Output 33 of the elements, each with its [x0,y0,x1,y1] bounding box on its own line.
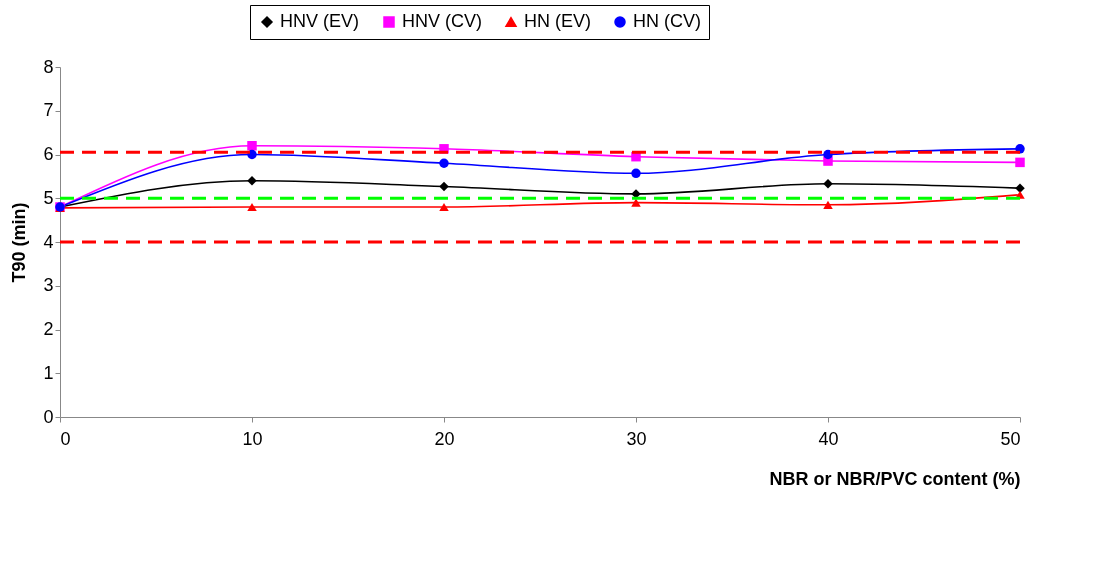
point [247,176,257,186]
y-tick-label: 5 [43,187,54,208]
point [631,168,641,179]
legend-label: HNV (CV) [402,11,482,31]
point [247,141,257,151]
point [247,202,257,212]
y-tick-label: 6 [43,144,54,164]
point [631,198,641,207]
x-tick-label: 20 [434,428,455,449]
y-tick-label: 2 [43,319,54,339]
x-tick-label: 40 [818,428,839,449]
legend-label: HNV (EV) [280,11,360,31]
point [439,158,449,168]
point [1015,157,1025,168]
point [823,200,833,209]
legend-label: HN (EV) [524,11,591,31]
y-tick-label: 3 [43,275,54,296]
y-axis-title: T90 (min) [9,202,30,283]
y-tick-label: 7 [43,100,54,121]
point [247,149,257,160]
y-tick-label: 1 [43,362,54,383]
x-tick-label: 10 [242,428,263,449]
point [439,181,449,192]
x-tick-label: 50 [1000,428,1021,449]
y-tick-label: 8 [43,56,54,77]
y-tick-label: 0 [43,406,54,427]
y-tick-label: 4 [43,231,54,252]
x-tick-label: 0 [60,428,71,449]
point [823,149,833,160]
x-axis-title: NBR or NBR/PVC content (%) [769,468,1021,489]
legend-label: HN (CV) [633,11,701,31]
x-tick-label: 30 [626,428,647,449]
point [439,202,449,212]
